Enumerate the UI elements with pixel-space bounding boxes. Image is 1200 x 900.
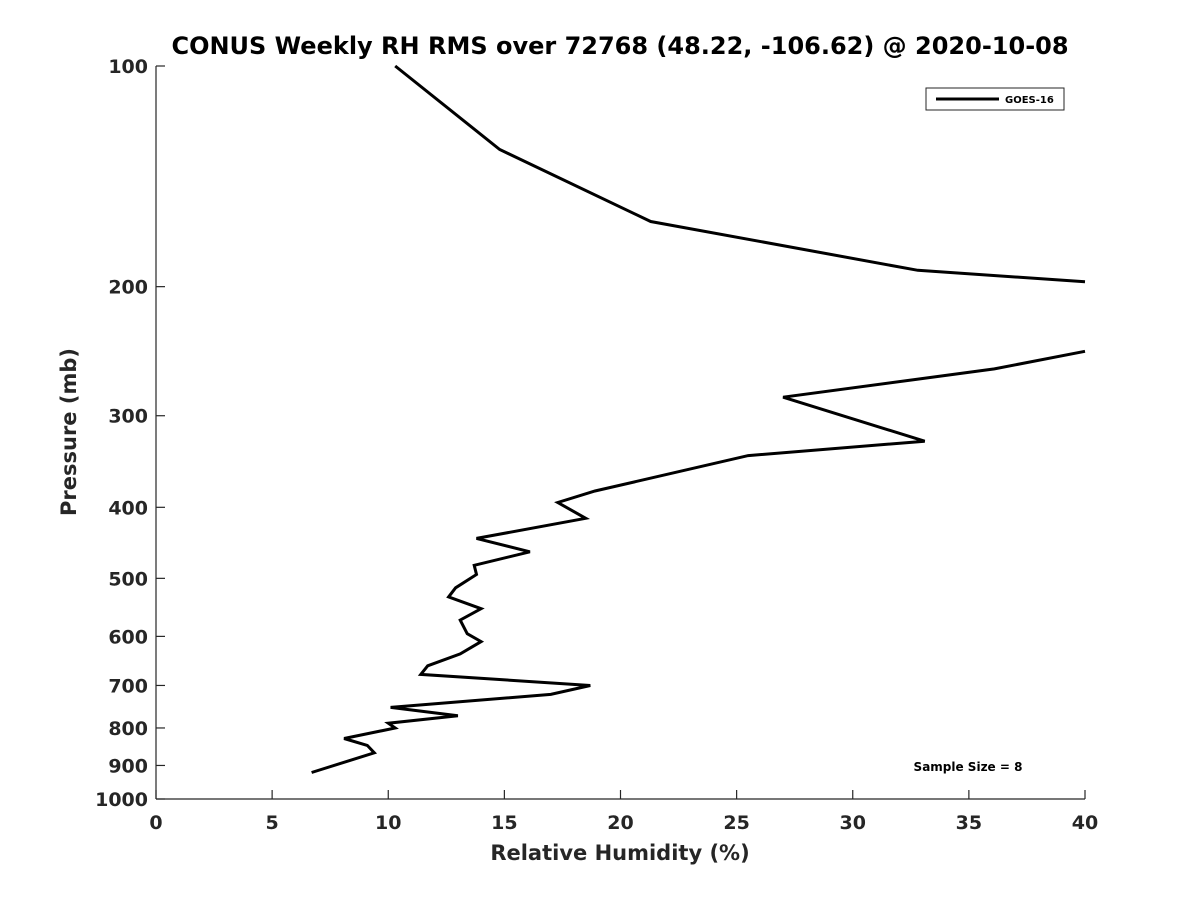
plot-area: 0 5 10 15 20 25 30 35 40 100 200 300 400 500 600 700 80… xyxy=(95,56,1098,834)
y-tick-label: 800 xyxy=(108,718,148,740)
x-tick-label: 10 xyxy=(375,812,401,834)
x-tick-label: 20 xyxy=(607,812,633,834)
x-tick-label: 15 xyxy=(491,812,517,834)
x-tick-label: 40 xyxy=(1072,812,1098,834)
y-tick-label: 300 xyxy=(108,406,148,428)
y-tick-label: 600 xyxy=(108,626,148,648)
y-ticks: 100 200 300 400 500 600 700 800 900 1000 xyxy=(95,56,165,811)
series-line-goes-16-segment-1 xyxy=(394,64,1086,284)
y-tick-label: 200 xyxy=(108,277,148,299)
legend-label-goes-16: GOES-16 xyxy=(1005,95,1054,106)
x-tick-label: 5 xyxy=(266,812,279,834)
chart-title: CONUS Weekly RH RMS over 72768 (48.22, -… xyxy=(171,32,1068,60)
x-tick-label: 0 xyxy=(149,812,162,834)
y-tick-label: 900 xyxy=(108,755,148,777)
y-tick-label: 100 xyxy=(108,56,148,78)
x-tick-label: 30 xyxy=(840,812,866,834)
y-tick-label: 400 xyxy=(108,497,148,519)
sample-size-annotation: Sample Size = 8 xyxy=(914,760,1023,774)
series-line-goes-16-segment-2 xyxy=(311,349,1086,774)
x-axis-label: Relative Humidity (%) xyxy=(490,841,749,865)
y-axis-label: Pressure (mb) xyxy=(57,348,81,516)
y-tick-label: 500 xyxy=(108,568,148,590)
x-tick-label: 25 xyxy=(723,812,749,834)
x-ticks: 0 5 10 15 20 25 30 35 40 xyxy=(149,790,1098,834)
series-group xyxy=(311,64,1086,774)
legend: GOES-16 xyxy=(925,87,1065,111)
x-tick-label: 35 xyxy=(956,812,982,834)
y-tick-label: 1000 xyxy=(95,789,148,811)
y-tick-label: 700 xyxy=(108,675,148,697)
